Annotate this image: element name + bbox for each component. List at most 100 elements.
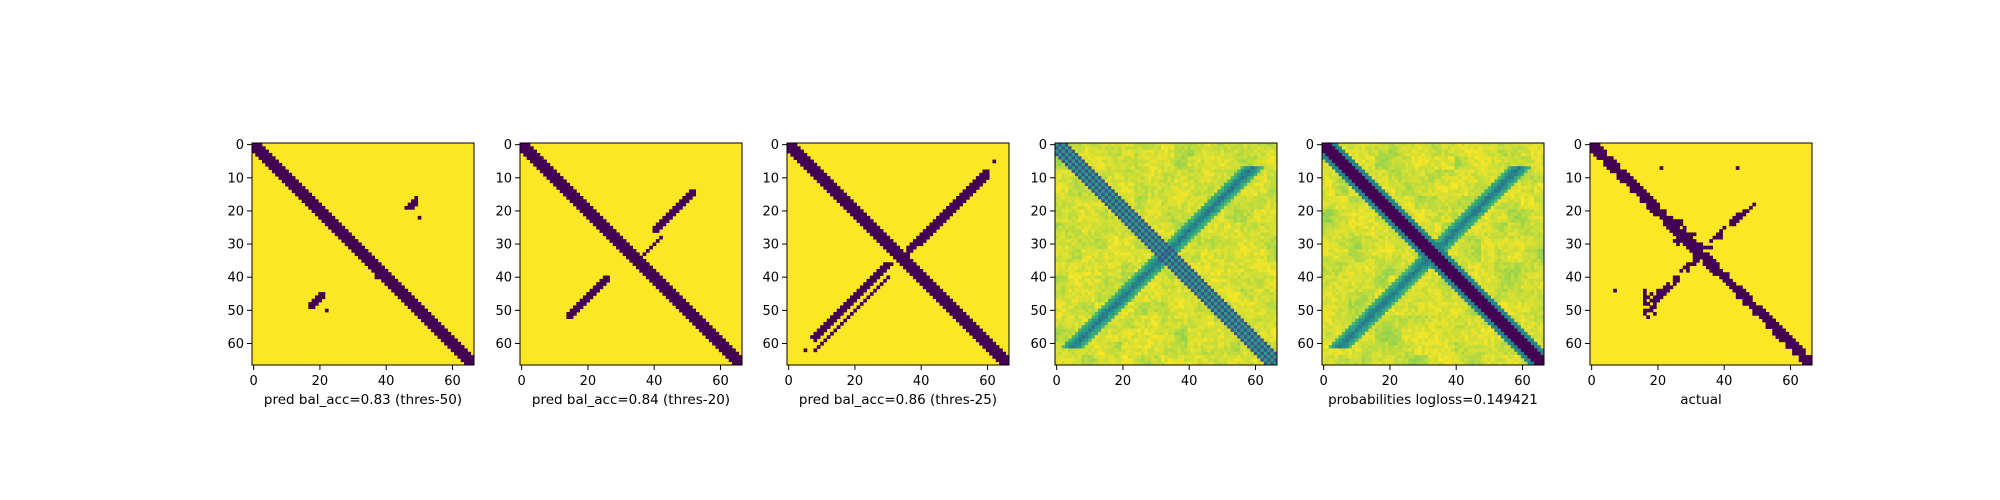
heatmap-cell [1200, 308, 1205, 313]
heatmap-cell [1078, 239, 1082, 243]
heatmap-cell [1204, 285, 1208, 290]
heatmap-cell [1164, 292, 1169, 296]
heatmap-cell [1081, 219, 1086, 223]
heatmap-cell [1164, 152, 1169, 157]
heatmap-cell [1257, 159, 1261, 164]
heatmap-cell [1141, 196, 1145, 200]
heatmap-cell [1088, 179, 1092, 184]
heatmap-cell [1180, 249, 1185, 253]
heatmap-cell [1061, 172, 1066, 177]
heatmap-cell [1157, 311, 1162, 316]
heatmap-cell [1154, 255, 1159, 260]
heatmap-cell [659, 275, 663, 280]
heatmap-cell [1200, 315, 1205, 320]
heatmap-cell [1167, 232, 1172, 237]
heatmap-cell [411, 305, 415, 310]
heatmap-cell [1170, 282, 1175, 286]
heatmap-cell [1094, 176, 1099, 180]
heatmap-cell [1270, 278, 1275, 283]
heatmap-cell [1214, 298, 1218, 303]
heatmap-cell [1154, 156, 1159, 160]
heatmap-cell [1247, 249, 1251, 253]
heatmap-cell [1157, 149, 1162, 154]
heatmap-cell [265, 162, 269, 167]
heatmap-cell [1091, 239, 1096, 243]
heatmap-cell [427, 315, 432, 320]
heatmap-cell [1260, 189, 1265, 194]
heatmap-cell [1227, 199, 1232, 204]
heatmap-cell [1127, 176, 1132, 180]
heatmap-cell [1101, 219, 1106, 223]
heatmap-cell [1207, 232, 1212, 237]
heatmap-cell [1250, 278, 1255, 283]
heatmap-cell [1151, 196, 1155, 200]
heatmap-cell [1084, 275, 1089, 280]
heatmap-cell [1068, 242, 1072, 247]
heatmap-cell [1200, 252, 1205, 257]
heatmap-cell [1237, 275, 1241, 280]
heatmap-cell [1170, 298, 1175, 303]
heatmap-cell [1091, 262, 1096, 266]
heatmap-cell [800, 162, 804, 167]
heatmap-cell [1230, 249, 1235, 253]
heatmap-cell [1227, 172, 1232, 177]
heatmap-cell [979, 335, 983, 339]
heatmap-cell [1137, 172, 1142, 177]
heatmap-cell [1273, 149, 1278, 154]
heatmap-cell [1134, 225, 1139, 230]
heatmap-cell [1217, 232, 1222, 237]
heatmap-cell [1151, 308, 1155, 313]
heatmap-cell [1174, 199, 1178, 204]
heatmap-cell [1055, 212, 1059, 217]
heatmap-cell [1061, 321, 1066, 326]
heatmap-cell [1124, 255, 1129, 260]
heatmap-cell [1210, 152, 1215, 157]
heatmap-cell [602, 229, 607, 233]
heatmap-cell [1117, 288, 1122, 293]
heatmap-cell [969, 318, 973, 323]
heatmap-cell [830, 318, 834, 323]
heatmap-cell [566, 196, 571, 200]
heatmap-cell [397, 295, 402, 300]
heatmap-cell [1180, 272, 1185, 276]
heatmap-cell [1243, 172, 1248, 177]
heatmap-cell [1257, 196, 1261, 200]
heatmap-cell [1074, 186, 1079, 190]
heatmap-cell [1134, 199, 1139, 204]
heatmap-cell [1081, 318, 1086, 323]
heatmap-cell [543, 159, 547, 164]
heatmap-cell [1074, 192, 1079, 197]
heatmap-cell [1227, 249, 1232, 253]
heatmap-cell [1121, 156, 1125, 160]
heatmap-cell [1117, 186, 1122, 190]
heatmap-cell [1058, 235, 1063, 240]
heatmap-cell [1220, 143, 1225, 147]
heatmap-cell [893, 255, 897, 260]
heatmap-cell [1124, 186, 1129, 190]
heatmap-cell [975, 338, 980, 343]
heatmap-cell [992, 351, 997, 356]
heatmap-cell [1174, 152, 1178, 157]
y-tick-label: 30 [227, 238, 244, 253]
heatmap-cell [1071, 186, 1076, 190]
heatmap-cell [1230, 169, 1235, 174]
heatmap-cell [1263, 219, 1268, 223]
heatmap-cell [1217, 152, 1222, 157]
heatmap-cell [1108, 199, 1112, 204]
heatmap-cell [358, 245, 362, 250]
heatmap-cell [1207, 215, 1212, 220]
heatmap-cell [669, 288, 673, 293]
heatmap-cell [1088, 295, 1092, 300]
heatmap-cell [1124, 202, 1129, 207]
heatmap-cell [1088, 311, 1092, 316]
heatmap-cell [1104, 308, 1109, 313]
heatmap-cell [1078, 159, 1082, 164]
heatmap-cell [1137, 166, 1142, 170]
heatmap-cell [1137, 249, 1142, 253]
heatmap-cell [1240, 242, 1245, 247]
heatmap-cell [1200, 268, 1205, 273]
heatmap-cell [632, 258, 637, 263]
heatmap-cell [1223, 212, 1228, 217]
heatmap-cell [1170, 172, 1175, 177]
heatmap-cell [1064, 321, 1069, 326]
